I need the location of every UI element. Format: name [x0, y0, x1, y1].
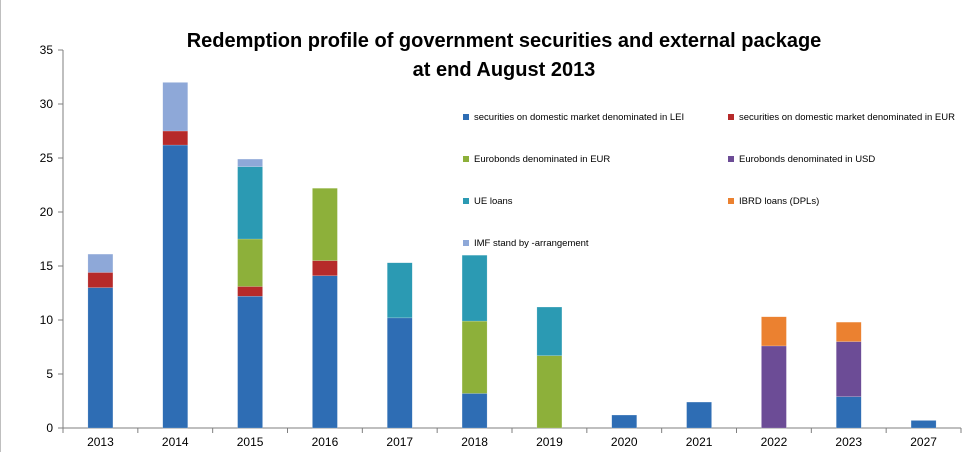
legend-swatch [728, 156, 734, 162]
bar-segment [387, 317, 413, 429]
bar-segment [461, 393, 488, 429]
legend-label: securities on domestic market denominate… [739, 112, 955, 123]
x-tick-label: 2014 [162, 435, 189, 449]
bar-segment [237, 238, 263, 287]
legend-label: UE loans [474, 196, 513, 207]
legend-item: Eurobonds denominated in USD [728, 154, 875, 165]
y-tick-label: 25 [40, 151, 54, 165]
bar-segment [237, 286, 263, 297]
legend-item: IMF stand by -arrangement [463, 238, 589, 249]
y-tick-label: 30 [40, 97, 54, 111]
y-tick-label: 20 [40, 205, 54, 219]
x-tick-label: 2018 [461, 435, 488, 449]
bar-segment [910, 420, 937, 429]
y-tick-label: 5 [46, 367, 53, 381]
legend: securities on domestic market denominate… [463, 112, 955, 249]
chart-title-line-2: at end August 2013 [413, 59, 596, 81]
x-tick-label: 2021 [686, 435, 713, 449]
x-tick-label: 2019 [536, 435, 563, 449]
bar-segment [87, 287, 114, 429]
legend-label: IMF stand by -arrangement [474, 238, 589, 249]
bar-segment [312, 187, 338, 261]
legend-swatch [728, 114, 734, 120]
y-tick-label: 35 [40, 43, 54, 57]
x-tick-label: 2016 [312, 435, 339, 449]
x-tick-label: 2022 [761, 435, 788, 449]
bar-segment [461, 320, 488, 394]
y-tick-label: 0 [46, 421, 53, 435]
x-tick-label: 2017 [386, 435, 413, 449]
bar-segment [387, 262, 413, 319]
legend-swatch [463, 156, 469, 162]
bar-segment [312, 275, 338, 429]
bars [87, 82, 937, 429]
bar-segment [536, 355, 563, 429]
bar-segment [162, 130, 188, 146]
bar-segment [836, 396, 862, 429]
bar-segment [162, 82, 188, 132]
legend-swatch [463, 240, 469, 246]
bar-segment [162, 144, 188, 429]
bar-segment [836, 321, 862, 342]
legend-item: IBRD loans (DPLs) [728, 196, 819, 207]
bar-segment [237, 295, 263, 429]
bar-segment [237, 158, 263, 167]
bar-segment [611, 414, 637, 429]
legend-swatch [728, 198, 734, 204]
x-tick-label: 2020 [611, 435, 638, 449]
legend-label: Eurobonds denominated in USD [739, 154, 875, 165]
y-tick-label: 15 [40, 259, 54, 273]
x-tick-label: 2015 [237, 435, 264, 449]
axes: 0 5 10 15 20 25 30 35 2013 2014 2015 2016 2017 2018 20… [40, 43, 962, 449]
bar-segment [536, 306, 563, 356]
bar-segment [686, 401, 712, 429]
legend-swatch [463, 114, 469, 120]
bar-segment [237, 166, 263, 240]
x-tick-label: 2013 [87, 435, 114, 449]
legend-item: UE loans [463, 196, 513, 207]
legend-label: securities on domestic market denominate… [474, 112, 684, 123]
legend-label: Eurobonds denominated in EUR [474, 154, 610, 165]
chart-title-line-1: Redemption profile of government securit… [187, 30, 822, 52]
bar-segment [87, 272, 114, 288]
legend-item: Eurobonds denominated in EUR [463, 154, 610, 165]
y-tick-label: 10 [40, 313, 54, 327]
bar-segment [761, 345, 787, 429]
bar-segment [761, 316, 787, 347]
x-tick-label: 2023 [835, 435, 862, 449]
bar-segment [87, 253, 114, 273]
bar-segment [836, 341, 862, 397]
legend-swatch [463, 198, 469, 204]
legend-item: securities on domestic market denominate… [728, 112, 955, 123]
legend-label: IBRD loans (DPLs) [739, 196, 819, 207]
x-tick-label: 2027 [910, 435, 937, 449]
bar-segment [461, 254, 488, 322]
legend-item: securities on domestic market denominate… [463, 112, 684, 123]
bar-segment [312, 260, 338, 276]
